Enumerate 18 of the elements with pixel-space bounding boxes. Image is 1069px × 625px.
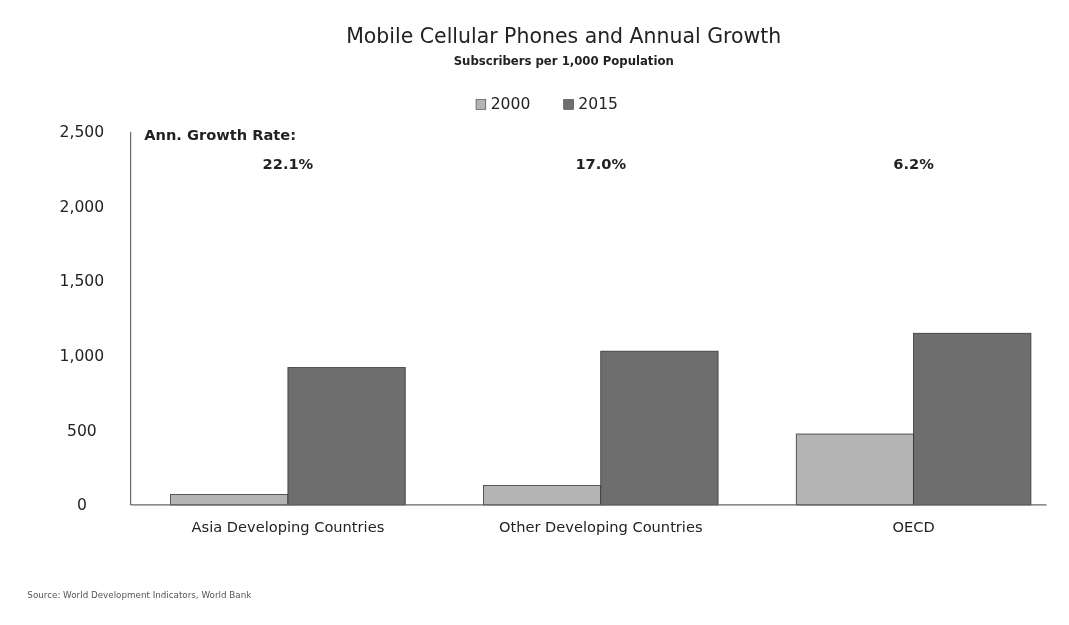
y-tick-label: 1,500 [59, 272, 105, 291]
annotation: 6.2% [893, 155, 935, 173]
y-tick-label: 1,000 [59, 347, 105, 366]
annotation: 22.1% [262, 155, 314, 173]
legend-label: 2015 [578, 95, 618, 114]
y-tick-label: 2,500 [59, 123, 105, 142]
legend-label: 2000 [490, 95, 531, 114]
annotation: 17.0% [575, 155, 627, 173]
x-tick-label: Other Developing Countries [498, 518, 703, 536]
x-tick-label: OECD [892, 518, 935, 536]
y-tick-label: 0 [76, 496, 87, 515]
chart-subtitle: Subscribers per 1,000 Population [453, 53, 674, 68]
y-tick-label: 500 [67, 421, 97, 440]
annotation: Ann. Growth Rate: [144, 125, 297, 143]
x-tick-label: Asia Developing Countries [191, 518, 385, 536]
chart-title: Mobile Cellular Phones and Annual Growth [346, 24, 782, 49]
source-note: Source: World Development Indicators, World Bank [27, 589, 253, 600]
y-tick-label: 2,000 [59, 197, 105, 216]
